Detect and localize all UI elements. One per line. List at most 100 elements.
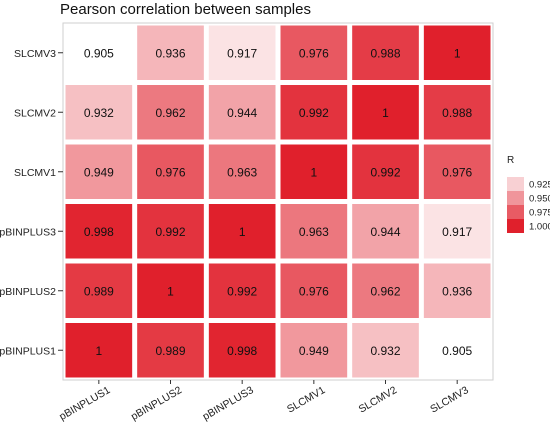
heatmap-cell: [208, 85, 276, 140]
heatmap-cell: [280, 85, 348, 140]
heatmap-cell: [208, 144, 276, 199]
cell-value-label: 0.988: [442, 106, 472, 120]
cell-value-label: 1: [95, 344, 102, 358]
heatmap-cell: [208, 323, 276, 378]
y-tick-label: pBINPLUS3: [0, 226, 56, 238]
heatmap-cell: [137, 85, 204, 140]
cell-value-label: 0.932: [370, 344, 400, 358]
heatmap-cell: [423, 263, 491, 318]
heatmap-cell: [352, 204, 419, 259]
cell-value-label: 0.989: [84, 284, 114, 298]
heatmap-cell: [137, 263, 204, 318]
cell-value-label: 0.992: [155, 225, 185, 239]
cell-value-label: 0.932: [84, 106, 114, 120]
color-legend: 0.925 0.950 0.975 1.000: [507, 177, 550, 233]
cell-value-label: 1: [454, 46, 461, 60]
heatmap-cell: [280, 204, 348, 259]
y-axis-labels: pBINPLUS1 pBINPLUS2 pBINPLUS3 SLCMV1 SLCMV2 S…: [0, 48, 63, 357]
heatmap-cells: 1 0.989 0.998 0.949 0.932 0.905 0.989 1 0.992 0.9…: [65, 25, 491, 378]
legend-tick-label: 1.000: [529, 222, 550, 233]
cell-value-label: 0.962: [155, 106, 185, 120]
cell-value-label: 0.976: [299, 46, 329, 60]
cell-value-label: 0.944: [227, 106, 257, 120]
heatmap-cell: [352, 25, 419, 80]
heatmap-cell: [352, 323, 419, 378]
heatmap-cell: [280, 323, 348, 378]
heatmap-cell: [352, 85, 419, 140]
cell-value-label: 0.988: [370, 46, 400, 60]
cell-value-label: 0.905: [84, 46, 114, 60]
cell-value-label: 0.976: [299, 284, 329, 298]
heatmap-cell: [423, 144, 491, 199]
heatmap-cell: [65, 85, 133, 140]
cell-value-label: 0.998: [227, 344, 257, 358]
heatmap-cell: [65, 263, 133, 318]
legend-tick-label: 0.950: [529, 194, 550, 205]
heatmap-cell: [137, 323, 204, 378]
x-tick-label: SLCMV2: [357, 384, 400, 415]
cell-value-label: 0.917: [442, 225, 472, 239]
x-tick-label: SLCMV1: [285, 384, 328, 415]
cell-value-label: 0.976: [155, 165, 185, 179]
cell-value-label: 0.917: [227, 46, 257, 60]
heatmap-cell: [280, 25, 348, 80]
heatmap-cell: [208, 25, 276, 80]
heatmap-cell: [280, 263, 348, 318]
legend-tick-label: 0.975: [529, 208, 550, 219]
cell-value-label: 0.936: [442, 284, 472, 298]
x-tick-label: pBINPLUS2: [129, 384, 184, 423]
cell-value-label: 1: [382, 106, 389, 120]
x-axis-labels: pBINPLUS1 pBINPLUS2 pBINPLUS3 SLCMV1 SLCMV2 S…: [57, 380, 471, 423]
cell-value-label: 0.944: [370, 225, 400, 239]
legend-color-swatch: [507, 177, 524, 191]
heatmap-cell: [65, 323, 133, 378]
cell-value-label: 0.949: [84, 165, 114, 179]
cell-value-label: 0.992: [227, 284, 257, 298]
legend-color-swatch: [507, 205, 524, 219]
heatmap-cell: [65, 144, 133, 199]
x-tick-label: pBINPLUS1: [57, 384, 112, 423]
x-tick-label: SLCMV3: [428, 384, 471, 415]
y-tick-label: pBINPLUS2: [0, 286, 56, 298]
heatmap-cell: [423, 323, 491, 378]
legend-title: R: [507, 155, 515, 166]
y-tick-label: SLCMV3: [14, 48, 56, 60]
chart-title: Pearson correlation between samples: [60, 1, 311, 18]
legend-color-swatch: [507, 191, 524, 205]
heatmap-cell: [137, 144, 204, 199]
heatmap-cell: [137, 204, 204, 259]
heatmap-cell: [423, 204, 491, 259]
cell-value-label: 0.976: [442, 165, 472, 179]
y-tick-label: SLCMV1: [14, 167, 56, 179]
heatmap-cell: [423, 25, 491, 80]
heatmap-cell: [65, 25, 133, 80]
cell-value-label: 0.949: [299, 344, 329, 358]
legend-tick-label: 0.925: [529, 180, 550, 191]
cell-value-label: 0.963: [299, 225, 329, 239]
cell-value-label: 1: [311, 165, 318, 179]
cell-value-label: 1: [167, 284, 174, 298]
y-tick-label: SLCMV2: [14, 107, 56, 119]
heatmap-cell: [137, 25, 204, 80]
heatmap-cell: [208, 263, 276, 318]
cell-value-label: 1: [239, 225, 246, 239]
x-tick-label: pBINPLUS3: [201, 384, 256, 423]
cell-value-label: 0.989: [155, 344, 185, 358]
cell-value-label: 0.963: [227, 165, 257, 179]
heatmap-cell: [352, 263, 419, 318]
y-tick-label: pBINPLUS1: [0, 345, 56, 357]
cell-value-label: 0.962: [370, 284, 400, 298]
cell-value-label: 0.905: [442, 344, 472, 358]
cell-value-label: 0.936: [155, 46, 185, 60]
heatmap-cell: [280, 144, 348, 199]
heatmap-cell: [352, 144, 419, 199]
heatmap-cell: [65, 204, 133, 259]
cell-value-label: 0.992: [370, 165, 400, 179]
heatmap-cell: [208, 204, 276, 259]
plot-panel: [62, 22, 494, 381]
cell-value-label: 0.998: [84, 225, 114, 239]
legend-color-swatch: [507, 219, 524, 233]
heatmap-cell: [423, 85, 491, 140]
cell-value-label: 0.992: [299, 106, 329, 120]
